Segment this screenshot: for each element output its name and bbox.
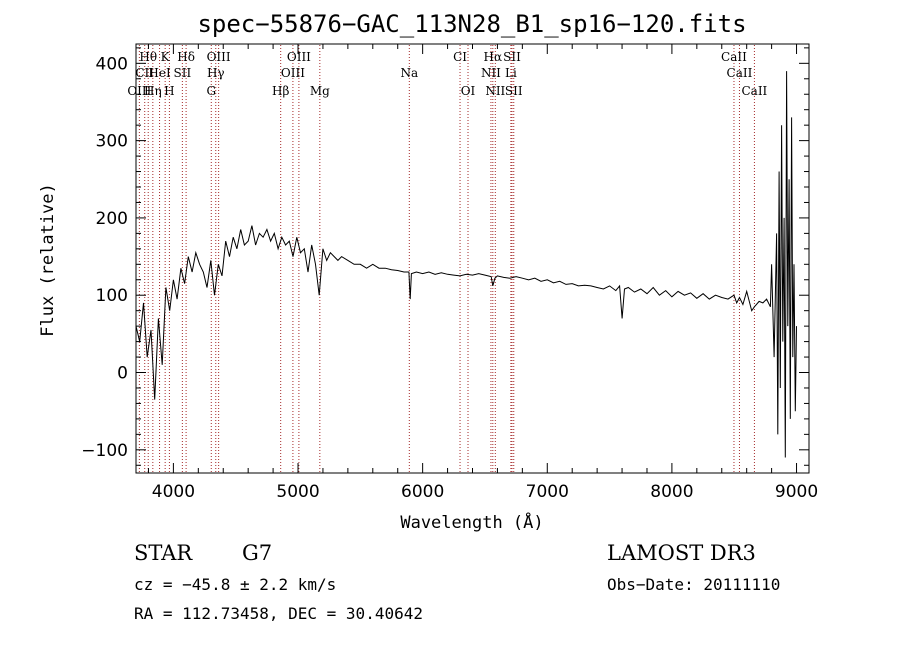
line-label-26: SII (505, 84, 523, 98)
line-label-1: K (161, 50, 171, 64)
coordinates: RA = 112.73458, DEC = 30.40642 (134, 604, 423, 623)
line-label-9: CII (135, 66, 154, 80)
line-label-7: SII (503, 50, 521, 64)
chart-title: spec−55876−GAC_113N28_B1_sp16−120.fits (197, 10, 746, 38)
line-label-27: CaII (741, 84, 767, 98)
line-label-23: Mg (310, 84, 330, 98)
line-label-5: CI (453, 50, 467, 64)
y-tick-label-0: −100 (81, 441, 128, 461)
y-tick-label-5: 400 (96, 54, 128, 74)
y-axis-label: Flux (relative) (38, 183, 58, 337)
redshift-value: cz = −45.8 ± 2.2 km/s (134, 575, 336, 594)
line-label-24: OI (461, 84, 476, 98)
observation-date: Obs−Date: 20111110 (607, 575, 780, 594)
line-label-3: OIII (207, 50, 231, 64)
y-axis: −100 0 100 200 300 400 (81, 47, 809, 466)
x-axis: 4000 5000 6000 7000 8000 9000 (147, 44, 818, 502)
x-tick-label-4: 8000 (650, 482, 693, 502)
x-tick-label-1: 5000 (276, 482, 319, 502)
line-label-14: Na (400, 66, 418, 80)
x-axis-label: Wavelength (Å) (400, 511, 543, 533)
y-tick-label-1: 0 (117, 364, 128, 384)
y-tick-label-2: 100 (96, 286, 128, 306)
x-tick-label-2: 6000 (401, 482, 444, 502)
emission-line-markers (138, 45, 755, 472)
x-tick-label-0: 4000 (152, 482, 195, 502)
plot-frame (135, 43, 810, 474)
line-label-18: OIII (127, 84, 151, 98)
line-label-17: CaII (727, 66, 753, 80)
line-label-12: Hγ (207, 66, 225, 80)
line-label-6: Hα (484, 50, 503, 64)
line-label-19: Hη (144, 84, 162, 98)
y-tick-label-4: 300 (96, 132, 128, 152)
line-label-2: Hδ (177, 50, 195, 64)
line-label-21: G (206, 84, 216, 98)
x-tick-label-5: 9000 (775, 482, 818, 502)
star-class-label: STAR (134, 541, 193, 565)
line-label-10: HeI (148, 66, 171, 80)
x-tick-label-3: 7000 (526, 482, 569, 502)
y-tick-label-3: 200 (96, 209, 128, 229)
line-label-16: Li (505, 66, 517, 80)
line-label-22: Hβ (272, 84, 289, 98)
line-label-11: SII (174, 66, 192, 80)
line-label-0: Hθ (139, 50, 157, 64)
star-subclass-label: G7 (242, 541, 272, 565)
line-label-15: NII (481, 66, 501, 80)
line-label-8: CaII (721, 50, 747, 64)
survey-label: LAMOST DR3 (607, 541, 756, 565)
line-label-25: NII (485, 84, 505, 98)
line-label-20: H (164, 84, 174, 98)
line-label-13: OIII (281, 66, 305, 80)
line-label-4: OIII (287, 50, 311, 64)
spectrum-series-line (135, 71, 797, 458)
